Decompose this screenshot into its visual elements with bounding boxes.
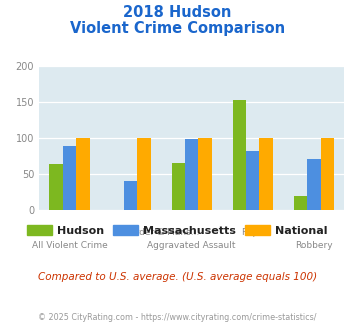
- Bar: [124, 181, 137, 210]
- Bar: [260, 138, 273, 210]
- Bar: [49, 164, 63, 210]
- Bar: [321, 138, 334, 210]
- Text: © 2025 CityRating.com - https://www.cityrating.com/crime-statistics/: © 2025 CityRating.com - https://www.city…: [38, 314, 317, 322]
- Bar: [198, 138, 212, 210]
- Bar: [246, 151, 260, 210]
- Text: Compared to U.S. average. (U.S. average equals 100): Compared to U.S. average. (U.S. average …: [38, 272, 317, 282]
- Bar: [185, 139, 198, 210]
- Text: Rape: Rape: [241, 228, 264, 237]
- Bar: [171, 163, 185, 210]
- Bar: [63, 147, 76, 210]
- Bar: [294, 196, 307, 210]
- Text: All Violent Crime: All Violent Crime: [32, 241, 108, 250]
- Legend: Hudson, Massachusetts, National: Hudson, Massachusetts, National: [23, 220, 332, 240]
- Bar: [137, 138, 151, 210]
- Text: Violent Crime Comparison: Violent Crime Comparison: [70, 21, 285, 36]
- Bar: [76, 138, 90, 210]
- Text: Robbery: Robbery: [295, 241, 333, 250]
- Text: 2018 Hudson: 2018 Hudson: [123, 5, 232, 20]
- Text: Aggravated Assault: Aggravated Assault: [147, 241, 236, 250]
- Bar: [233, 100, 246, 210]
- Bar: [307, 159, 321, 210]
- Text: Murder & Mans...: Murder & Mans...: [122, 228, 200, 237]
